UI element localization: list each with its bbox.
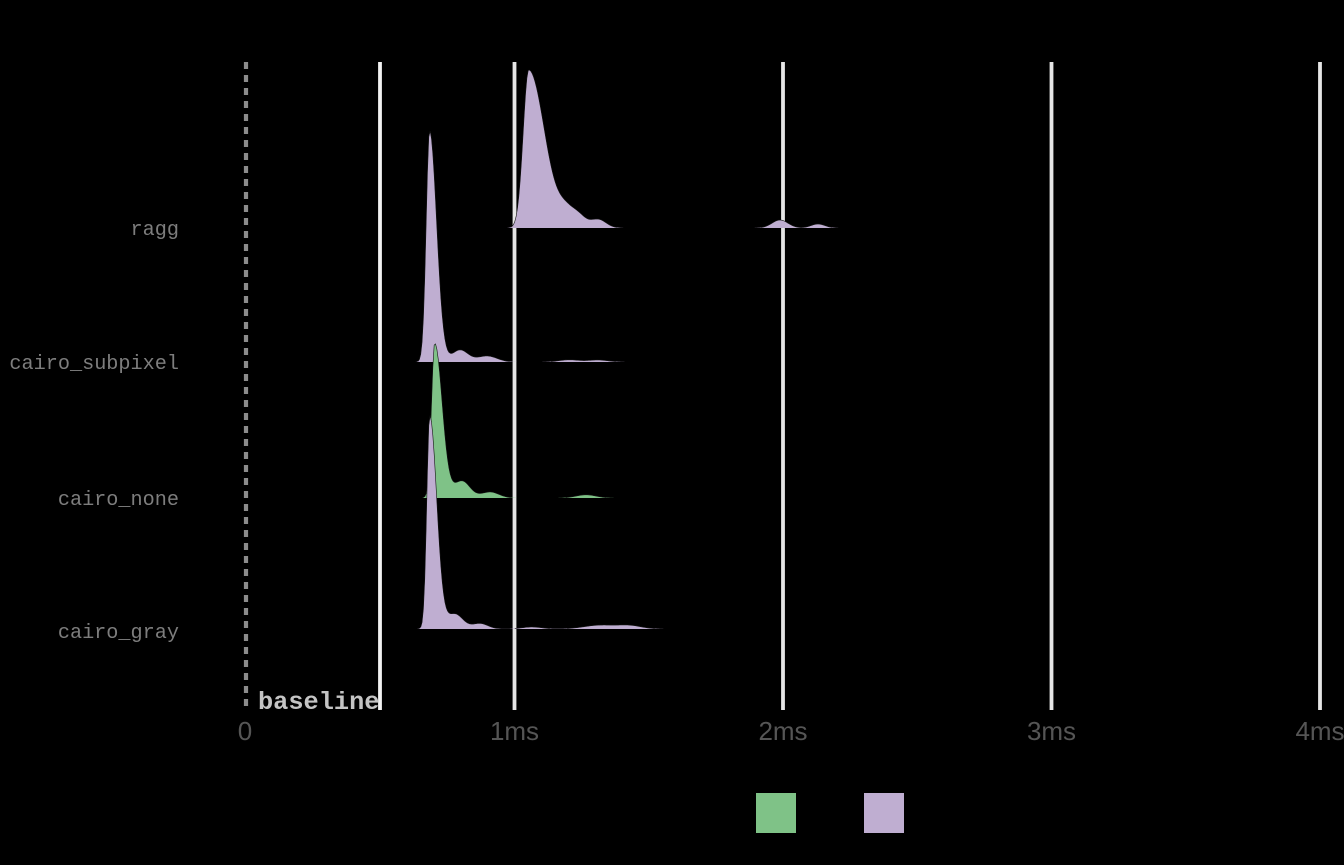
svg-text:cairo_subpixel: cairo_subpixel — [9, 353, 179, 376]
svg-text:ragg: ragg — [131, 219, 179, 242]
svg-text:cairo_gray: cairo_gray — [58, 622, 179, 645]
svg-text:0: 0 — [238, 716, 252, 746]
svg-text:1ms: 1ms — [490, 716, 539, 746]
svg-text:2ms: 2ms — [758, 716, 807, 746]
svg-text:4ms: 4ms — [1295, 716, 1344, 746]
svg-text:3ms: 3ms — [1027, 716, 1076, 746]
svg-text:cairo_none: cairo_none — [58, 489, 179, 512]
svg-text:baseline: baseline — [258, 688, 379, 717]
